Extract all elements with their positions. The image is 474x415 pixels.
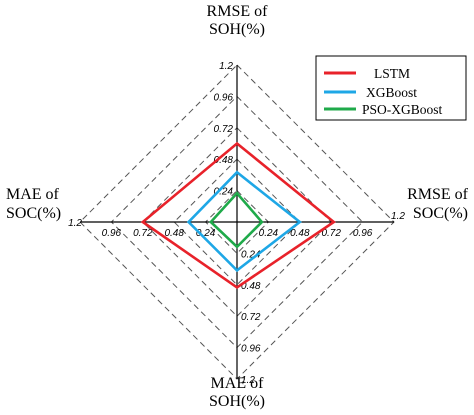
tick-label-bottom-4: 0.96 [241,344,261,355]
axis-label-right: RMSE of SOC(%) [407,186,469,222]
series-line-pso-xgboost [209,191,264,249]
tick-label-top-3: 0.72 [214,124,234,135]
tick-label-bottom-1: 0.24 [241,249,261,260]
axis-label-left-line2: SOC(%) [6,205,61,222]
tick-label-bottom-2: 0.48 [241,281,261,292]
tick-label-right-2: 0.48 [290,228,310,239]
axis-label-left: MAE of SOC(%) [6,186,61,222]
tick-label-top-1: 0.24 [214,187,234,198]
tick-label-right-4: 0.96 [353,228,373,239]
axis-label-right-line2: SOC(%) [413,205,468,222]
series-line-xgboost [186,170,302,273]
tick-label-left-5: 1.2 [68,218,82,229]
tick-label-left-4: 0.96 [102,228,122,239]
series-layer [140,141,336,289]
axis-layer [80,65,394,379]
axis-label-bottom-line1: MAE of [211,375,265,392]
grid-ring-3 [142,127,332,317]
legend-label-lstm: LSTM [374,66,410,81]
tick-label-left-2: 0.48 [164,228,184,239]
axis-label-bottom: MAE of SOH(%) [209,375,265,410]
tick-label-right-5: 1.2 [391,211,405,222]
tick-label-right-3: 0.72 [321,228,341,239]
legend-entry-pso-xgboost: PSO-XGBoost [324,102,443,117]
tick-label-left-1: 0.24 [196,228,216,239]
axis-label-top-line1: RMSE of [207,3,269,20]
tick-label-left-3: 0.72 [133,228,153,239]
tick-label-top-2: 0.48 [214,155,234,166]
tick-label-bottom-3: 0.72 [241,312,261,323]
tick-label-bottom-5: 1.2 [241,375,255,386]
tick-layer: 0.24 0.48 0.72 0.96 1.2 0.24 0.48 0.72 0.96 1.2 0.… [68,61,405,386]
legend: LSTM XGBoost PSO-XGBoost [315,55,467,121]
legend-label-pso-xgboost: PSO-XGBoost [362,102,443,117]
tick-label-top-4: 0.96 [214,92,234,103]
legend-entry-xgboost: XGBoost [324,85,417,100]
axis-label-right-line1: RMSE of [407,186,469,203]
axis-label-left-line1: MAE of [6,186,60,203]
tick-label-top-5: 1.2 [219,61,233,72]
series-line-lstm [140,141,336,289]
axis-label-top: RMSE of SOH(%) [207,3,269,38]
legend-entry-lstm: LSTM [324,66,410,81]
tick-label-right-1: 0.24 [259,228,279,239]
axis-label-bottom-line2: SOH(%) [209,393,265,410]
legend-label-xgboost: XGBoost [366,85,417,100]
axis-label-top-line2: SOH(%) [209,21,265,38]
